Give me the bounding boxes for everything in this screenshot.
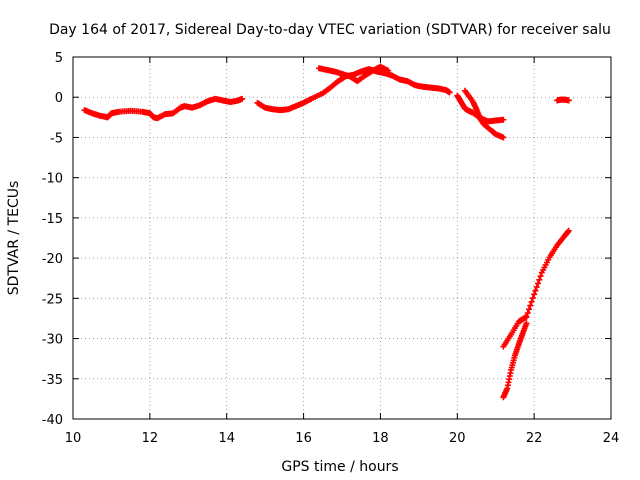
data-point (565, 227, 572, 234)
series-segment-6 (554, 96, 572, 104)
x-tick-label: 22 (526, 431, 543, 446)
plot-frame (72, 56, 612, 420)
y-tick-label: 0 (55, 91, 63, 106)
data-point (533, 284, 540, 291)
x-tick-label: 20 (449, 431, 466, 446)
y-tick-label: -5 (50, 131, 63, 146)
y-tick-label: -40 (42, 413, 63, 428)
data-point (534, 280, 541, 287)
data-point (565, 97, 572, 104)
series-segment-2 (254, 66, 453, 114)
y-tick-label: -10 (42, 172, 63, 187)
data-points (81, 63, 572, 401)
y-axis-label: SDTVAR / TECUs (6, 181, 22, 296)
data-point (239, 95, 246, 102)
y-tick-label: -35 (42, 373, 63, 388)
x-axis-label: GPS time / hours (281, 459, 398, 475)
data-point (537, 273, 544, 280)
series-segment-5 (461, 87, 507, 141)
data-point (523, 320, 530, 327)
data-point (531, 291, 538, 298)
x-tick-label: 14 (218, 431, 235, 446)
data-point (536, 276, 543, 283)
y-tick-label: -15 (42, 212, 63, 227)
y-tick-label: 5 (55, 51, 63, 66)
data-point (532, 287, 539, 294)
tick-labels: 10 12 14 16 18 20 22 24 5 0 -5 -10 -15 -20 -25 -30 -35 -4… (42, 51, 620, 446)
series-segment-7 (500, 227, 572, 350)
y-tick-label: -20 (42, 252, 63, 267)
data-point (523, 313, 530, 320)
x-tick-label: 24 (603, 431, 620, 446)
y-tick-label: -30 (42, 333, 63, 348)
data-point (526, 306, 533, 313)
series-segment-1 (81, 95, 246, 122)
data-point (500, 116, 507, 123)
data-point (500, 134, 507, 141)
chart-title: Day 164 of 2017, Sidereal Day-to-day VTE… (49, 22, 611, 38)
series-segment-8 (500, 320, 530, 401)
data-point (528, 298, 535, 305)
series-segment-3 (315, 63, 392, 85)
data-point (527, 302, 534, 309)
data-point (385, 67, 392, 74)
x-tick-label: 18 (372, 431, 389, 446)
grid (73, 57, 611, 419)
data-point (446, 89, 453, 96)
data-point (524, 310, 531, 317)
y-tick-label: -25 (42, 292, 63, 307)
x-tick-label: 16 (295, 431, 312, 446)
x-tick-label: 10 (65, 431, 82, 446)
data-point (529, 295, 536, 302)
axis-ticks (72, 56, 612, 420)
x-tick-label: 12 (142, 431, 159, 446)
